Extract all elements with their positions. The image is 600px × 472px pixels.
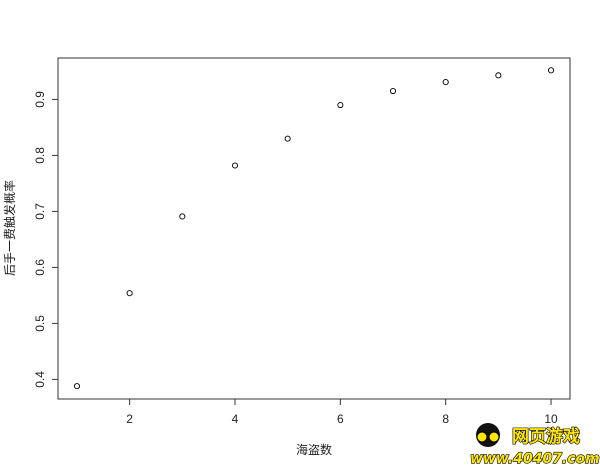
x-tick-label: 2	[126, 412, 133, 426]
y-axis: 0.4 0.5 0.6 0.7 0.8 0.9	[33, 91, 58, 388]
watermark-logo: 网页游戏 www.40407.com	[469, 423, 600, 468]
data-point	[284, 135, 291, 142]
y-tick-label: 0.7	[33, 203, 47, 220]
data-point	[73, 383, 81, 390]
data-point	[179, 213, 186, 220]
x-tick-label: 8	[442, 412, 449, 426]
x-tick-label: 4	[232, 412, 239, 426]
y-tick-label: 0.5	[33, 315, 47, 332]
plot-frame	[57, 57, 571, 400]
y-tick-label: 0.8	[33, 147, 47, 164]
data-point	[231, 162, 239, 169]
x-tick-label: 6	[337, 412, 344, 426]
data-point	[337, 101, 344, 109]
data-point	[389, 87, 397, 95]
watermark-text-1: 网页游戏	[512, 426, 580, 447]
x-axis: 2 4 6 8 10	[126, 399, 558, 426]
x-tick-label: 10	[544, 412, 558, 426]
y-axis-label: 后手一费触发概率	[2, 180, 17, 276]
y-tick-label: 0.4	[33, 371, 47, 388]
data-points	[73, 67, 555, 390]
watermark-text-2: www.40407.com	[470, 451, 600, 467]
data-point	[547, 67, 555, 74]
y-tick-label: 0.9	[33, 91, 47, 108]
data-point	[495, 72, 502, 79]
data-point	[442, 79, 449, 86]
data-point	[126, 290, 133, 297]
y-tick-label: 0.6	[33, 259, 47, 276]
x-axis-label: 海盗数	[296, 442, 332, 457]
